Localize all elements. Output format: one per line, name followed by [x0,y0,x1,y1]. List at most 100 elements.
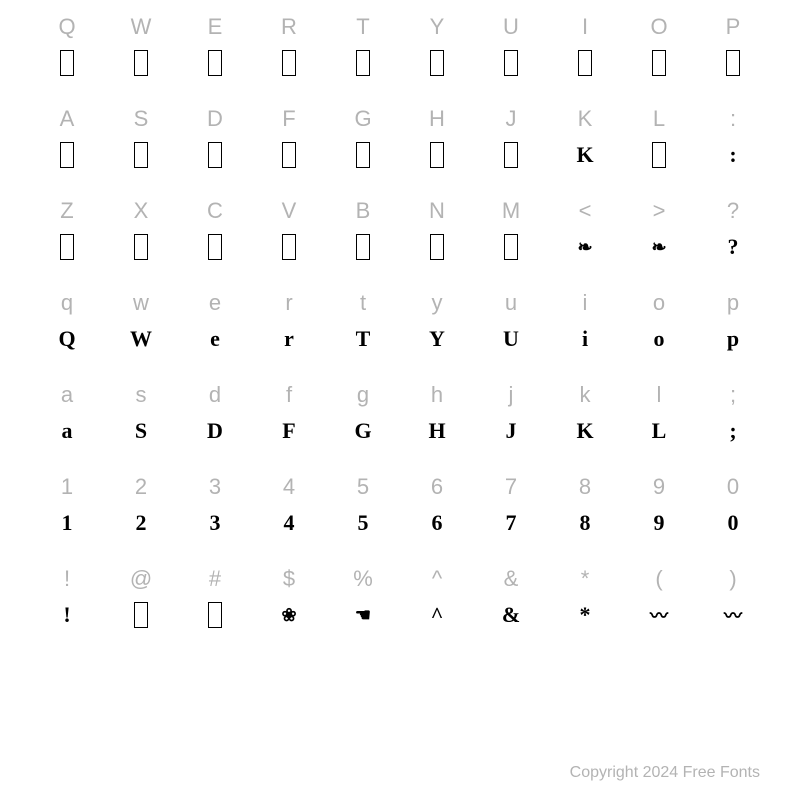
charmap-cell: sS [104,378,178,470]
char-glyph: 3 [210,504,221,542]
charmap-cell: <❧ [548,194,622,286]
charmap-cell: X [104,194,178,286]
charmap-cell: >❧ [622,194,696,286]
char-label: O [650,10,667,44]
char-label: T [356,10,369,44]
charmap-cell: R [252,10,326,102]
char-label: < [579,194,592,228]
charmap-cell: %☚ [326,562,400,654]
char-glyph: ! [63,596,70,634]
char-glyph: 〰 [724,596,742,634]
missing-glyph-icon [726,50,740,76]
char-label: ( [655,562,662,596]
char-label: q [61,286,73,320]
char-glyph [60,44,74,82]
char-label: H [429,102,445,136]
char-label: ? [727,194,739,228]
char-glyph: ☚ [355,596,371,634]
char-glyph: 5 [358,504,369,542]
char-label: J [506,102,517,136]
char-label: 0 [727,470,739,504]
missing-glyph-icon [652,142,666,168]
charmap-cell: jJ [474,378,548,470]
char-glyph: K [576,136,593,174]
char-glyph: 〰 [650,596,668,634]
missing-glyph-icon [356,234,370,260]
charmap-cell: lL [622,378,696,470]
char-glyph: 0 [728,504,739,542]
char-glyph: p [727,320,739,358]
char-glyph: Q [58,320,75,358]
char-label: t [360,286,366,320]
missing-glyph-icon [60,142,74,168]
char-glyph [504,136,518,174]
missing-glyph-icon [60,50,74,76]
char-label: 7 [505,470,517,504]
char-label: C [207,194,223,228]
char-glyph: 7 [506,504,517,542]
char-label: $ [283,562,295,596]
charmap-cell: 33 [178,470,252,562]
char-glyph: J [506,412,517,450]
char-glyph [282,44,296,82]
charmap-cell: Z [30,194,104,286]
char-label: l [657,378,662,412]
charmap-cell: fF [252,378,326,470]
char-label: Q [58,10,75,44]
char-glyph [208,228,222,266]
charmap-cell: P [696,10,770,102]
char-glyph: H [428,412,445,450]
char-glyph [356,44,370,82]
charmap-cell: F [252,102,326,194]
char-label: R [281,10,297,44]
char-label: p [727,286,739,320]
char-label: % [353,562,373,596]
char-label: M [502,194,520,228]
char-label: & [504,562,519,596]
char-label: A [60,102,75,136]
missing-glyph-icon [134,50,148,76]
char-label: i [583,286,588,320]
char-glyph: o [654,320,665,358]
missing-glyph-icon [430,142,444,168]
char-label: u [505,286,517,320]
char-label: s [136,378,147,412]
char-glyph: L [652,412,667,450]
char-label: ^ [432,562,442,596]
charmap-cell: 11 [30,470,104,562]
charmap-cell: ;; [696,378,770,470]
char-label: ; [730,378,736,412]
char-label: P [726,10,741,44]
char-label: # [209,562,221,596]
char-label: 2 [135,470,147,504]
char-label: w [133,286,149,320]
charmap-cell: uU [474,286,548,378]
char-glyph: ❧ [577,228,592,266]
char-label: Z [60,194,73,228]
char-glyph: 8 [580,504,591,542]
charmap-cell: H [400,102,474,194]
missing-glyph-icon [282,234,296,260]
charmap-cell: )〰 [696,562,770,654]
char-glyph: i [582,320,588,358]
char-glyph: ❧ [651,228,666,266]
char-label: U [503,10,519,44]
missing-glyph-icon [208,602,222,628]
missing-glyph-icon [430,234,444,260]
char-glyph [208,596,222,634]
charmap-cell: :: [696,102,770,194]
char-glyph [430,136,444,174]
missing-glyph-icon [504,142,518,168]
charmap-cell: 88 [548,470,622,562]
char-label: F [282,102,295,136]
charmap-cell: O [622,10,696,102]
missing-glyph-icon [208,142,222,168]
charmap-cell: W [104,10,178,102]
char-label: I [582,10,588,44]
charmap-cell: 22 [104,470,178,562]
char-label: o [653,286,665,320]
char-glyph [430,44,444,82]
char-glyph: a [62,412,73,450]
charmap-cell: B [326,194,400,286]
char-glyph [60,136,74,174]
